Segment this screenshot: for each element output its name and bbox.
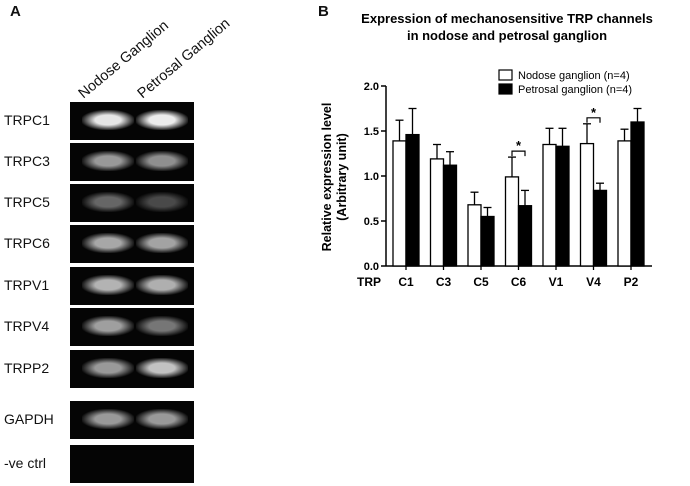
gel-row: TRPV4 <box>0 308 200 346</box>
gel-band <box>82 192 134 212</box>
gel-row-label: TRPC1 <box>4 112 50 128</box>
bar-nodose <box>579 142 595 267</box>
gel-row-label: TRPC3 <box>4 153 50 169</box>
gel-row-label: TRPV1 <box>4 277 50 293</box>
panel-a-letter: A <box>10 3 21 20</box>
y-tick-label: 1.5 <box>364 126 379 138</box>
x-tick-label: C1 <box>398 275 414 289</box>
gel-band <box>136 233 188 253</box>
gel-band <box>136 316 188 336</box>
gel-lane-box <box>70 445 194 483</box>
gel-lane-box <box>70 267 194 305</box>
x-tick-label: V4 <box>586 275 601 289</box>
gel-row-label: TRPC6 <box>4 235 50 251</box>
gel-lane-box <box>70 184 194 222</box>
bar-petrosal <box>517 205 533 267</box>
bar-nodose <box>429 158 445 267</box>
bar-nodose <box>617 140 632 267</box>
legend-swatch-nodose <box>498 69 513 81</box>
gel-row: TRPC3 <box>0 143 200 181</box>
bar-nodose <box>504 176 520 267</box>
y-tick-label: 0.5 <box>364 216 379 228</box>
gel-band <box>136 151 188 171</box>
y-tick-label: 1.0 <box>364 171 379 183</box>
panel-b-letter: B <box>318 3 329 20</box>
gel-row-label: -ve ctrl <box>4 455 46 471</box>
bar-petrosal <box>592 189 608 267</box>
x-axis-label: TRP <box>357 275 381 289</box>
bar-nodose <box>392 140 407 267</box>
gel-band <box>136 358 188 378</box>
gel-row-label: TRPV4 <box>4 318 50 334</box>
gel-row: GAPDH <box>0 401 200 439</box>
x-tick-label: P2 <box>624 275 639 289</box>
significance-bracket <box>586 117 601 123</box>
bar-nodose <box>467 204 482 267</box>
bar-petrosal <box>630 121 645 267</box>
gel-band <box>82 316 134 336</box>
y-axis-label: Relative expression level (Arbitrary uni… <box>320 103 349 252</box>
y-tick-label: 2.0 <box>364 81 379 93</box>
gel-row: TRPV1 <box>0 267 200 305</box>
gel-lane-box <box>70 225 194 263</box>
gel-lane-box <box>70 102 194 140</box>
legend-label-nodose: Nodose ganglion (n=4) <box>518 70 630 82</box>
gel-band <box>82 409 134 429</box>
gel-band <box>136 110 188 130</box>
gel-band <box>136 409 188 429</box>
gel-row-label: TRPP2 <box>4 360 50 376</box>
bar-nodose <box>542 143 557 267</box>
gel-row: TRPC1 <box>0 102 200 140</box>
legend-label-petrosal: Petrosal ganglion (n=4) <box>518 84 632 96</box>
plot-area: 0.0 0.5 1.0 1.5 2.0 C1 C3 C5 C6 V1 V4 P2 * * Nodose ga… <box>364 69 652 289</box>
gel-row: TRPC5 <box>0 184 200 222</box>
y-axis-label-line-1: Relative expression level <box>320 103 334 252</box>
significance-bracket <box>511 150 526 157</box>
gel-row-label: TRPC5 <box>4 194 50 210</box>
gel-band <box>82 110 134 130</box>
significance-star: * <box>516 138 522 153</box>
gel-band <box>82 233 134 253</box>
x-tick-label: V1 <box>549 275 564 289</box>
gel-band <box>82 151 134 171</box>
gel-lane-box <box>70 350 194 388</box>
bar-petrosal <box>405 133 420 267</box>
gel-row: TRPC6 <box>0 225 200 263</box>
significance-star: * <box>591 105 597 120</box>
gel-row: TRPP2 <box>0 350 200 388</box>
legend-swatch-petrosal <box>498 83 513 95</box>
chart-title-line-1: Expression of mechanosensitive TRP chann… <box>361 11 653 26</box>
gel-row-label: GAPDH <box>4 411 54 427</box>
bar-petrosal <box>480 215 495 267</box>
gel-lane-box <box>70 143 194 181</box>
gel-band <box>82 358 134 378</box>
gel-band <box>82 275 134 295</box>
y-tick-label: 0.0 <box>364 261 379 273</box>
gel-row: -ve ctrl <box>0 445 200 483</box>
y-axis-label-line-2: (Arbitrary unit) <box>335 133 349 221</box>
bar-petrosal <box>555 145 570 267</box>
bar-petrosal <box>442 164 458 267</box>
x-tick-label: C5 <box>473 275 489 289</box>
gel-lane-box <box>70 308 194 346</box>
gel-lane-box <box>70 401 194 439</box>
x-tick-label: C3 <box>436 275 452 289</box>
gel-band <box>136 192 188 212</box>
gel-band <box>136 275 188 295</box>
chart-title-line-2: in nodose and petrosal ganglion <box>407 28 607 43</box>
x-tick-label: C6 <box>511 275 527 289</box>
